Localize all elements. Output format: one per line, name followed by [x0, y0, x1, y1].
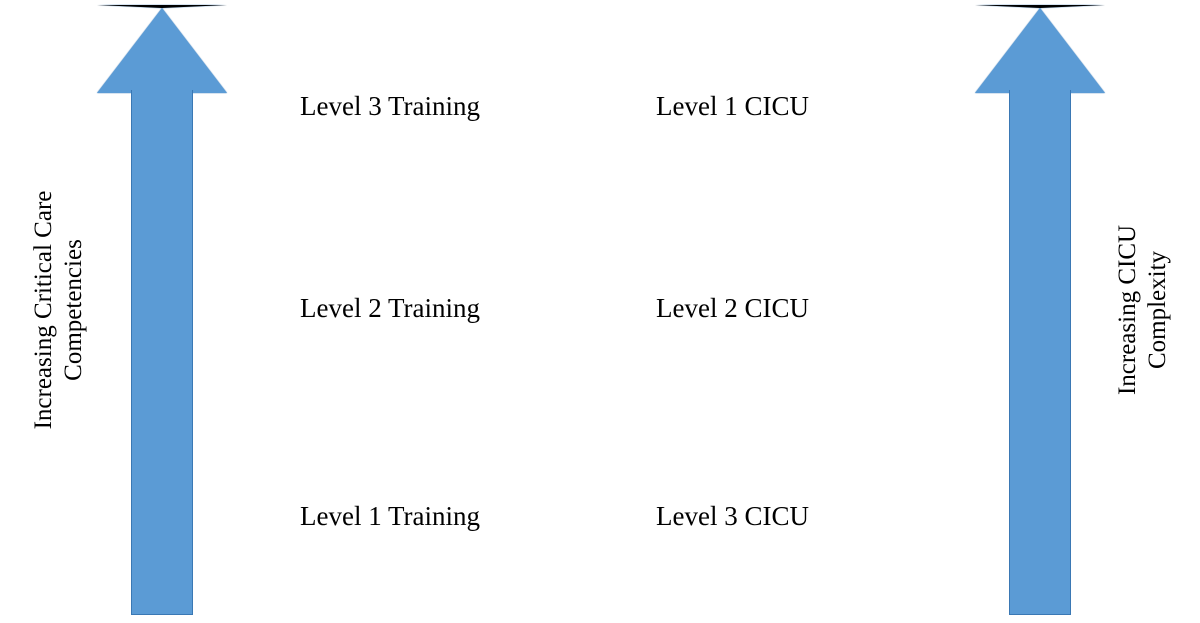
cicu-level-1-label: Level 1 CICU: [656, 91, 809, 122]
cicu-level-2-label: Level 2 CICU: [656, 293, 809, 324]
diagram-canvas: Increasing Critical Care Competencies In…: [0, 0, 1200, 623]
right-axis-label: Increasing CICU Complexity: [1113, 50, 1173, 570]
left-arrow: [97, 5, 227, 615]
right-arrow-shaft-icon: [1009, 90, 1071, 615]
right-arrow: [975, 5, 1105, 615]
training-level-3-label: Level 3 Training: [300, 91, 480, 122]
left-axis-label: Increasing Critical Care Competencies: [29, 50, 89, 570]
right-arrow-head-icon: [975, 5, 1105, 93]
left-arrow-head-icon: [97, 5, 227, 93]
cicu-level-3-label: Level 3 CICU: [656, 501, 809, 532]
training-level-2-label: Level 2 Training: [300, 293, 480, 324]
left-arrow-shaft-icon: [131, 90, 193, 615]
training-level-1-label: Level 1 Training: [300, 501, 480, 532]
